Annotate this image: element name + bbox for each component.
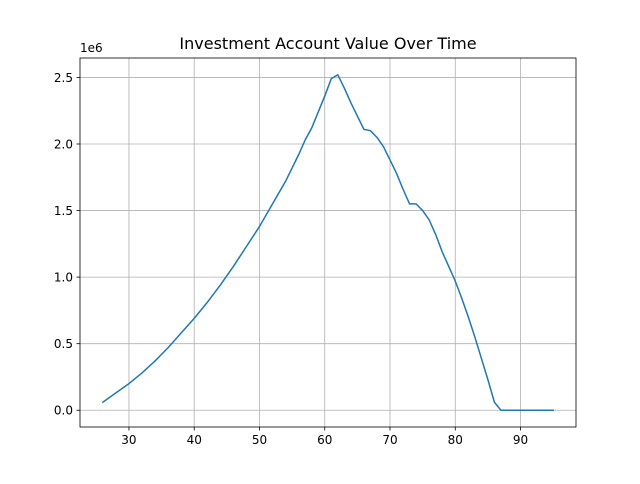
y-tick-label: 1.5 [54, 204, 73, 218]
series-layer [101, 74, 554, 411]
y-tick-label: 1.0 [54, 271, 73, 285]
axes-frame [79, 57, 577, 428]
y-tick-label: 2.0 [54, 137, 73, 151]
grid-layer [80, 58, 576, 427]
y-tick-label: 0.5 [54, 337, 73, 351]
y-tick-label: 2.5 [54, 71, 73, 85]
x-tick-label: 60 [317, 433, 332, 447]
y-offset-label: 1e6 [80, 41, 103, 55]
series-line-0 [101, 74, 554, 411]
tick-layer: 30 40 50 60 70 80 90 0.0 0.5 1.0 1.5 2.0 2.5 [54, 71, 528, 447]
x-tick-label: 40 [187, 433, 202, 447]
x-tick-label: 70 [382, 433, 397, 447]
x-tick-label: 90 [513, 433, 528, 447]
y-tick-label: 0.0 [54, 404, 73, 418]
chart-title: Investment Account Value Over Time [179, 34, 476, 53]
x-tick-label: 30 [121, 433, 136, 447]
x-tick-label: 80 [448, 433, 463, 447]
x-tick-label: 50 [252, 433, 267, 447]
